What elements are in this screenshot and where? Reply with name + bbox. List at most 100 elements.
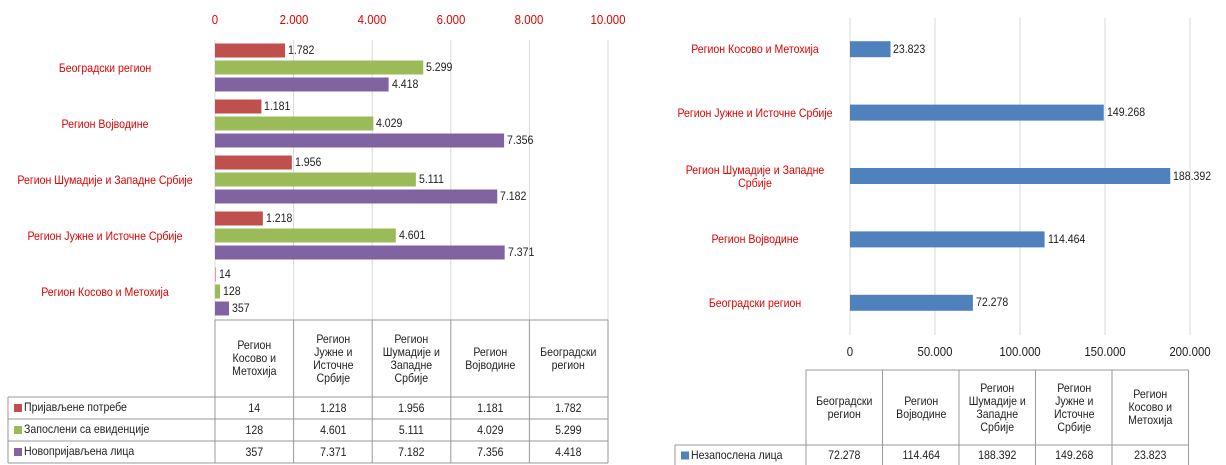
bar [850, 41, 891, 58]
value-label: 72.278 [975, 295, 1009, 310]
value-label: 1.181 [264, 99, 291, 113]
bar [215, 245, 505, 260]
legend-label: Пријављене потребе [24, 400, 127, 414]
table-header: Регион Шумадије и Западне Србије [382, 331, 441, 385]
table-cell: 1.956 [398, 400, 425, 415]
table-cell: 7.371 [319, 444, 347, 459]
value-label: 4.029 [376, 116, 403, 130]
category-label: Регион Шумадије и Западне Србије [17, 172, 193, 187]
bar [850, 231, 1045, 248]
category-label: Регион Војводине [61, 116, 149, 131]
x-tick-label: 50.000 [917, 343, 953, 359]
table-cell: 7.356 [476, 444, 504, 459]
value-label: 188.392 [1173, 168, 1212, 183]
x-tick-label: 6.000 [436, 11, 466, 27]
table-header: Регион Јужне и Источне Србије [1053, 380, 1094, 434]
table-header: Регион Косово и Метохија [232, 338, 277, 378]
bar [215, 155, 292, 170]
x-tick-label: 8.000 [515, 11, 544, 27]
bar [215, 43, 286, 58]
bar [215, 301, 230, 316]
legend-key [14, 448, 22, 456]
x-tick-label: 0 [211, 11, 219, 27]
x-tick-label: 0 [846, 343, 854, 359]
legend-label: Новопријављена лица [24, 444, 135, 458]
table-cell: 1.181 [476, 400, 504, 415]
bar [215, 99, 262, 114]
table-cell: 7.182 [398, 444, 425, 459]
table-cell: 188.392 [978, 448, 1017, 462]
value-label: 4.418 [391, 77, 419, 91]
bar [215, 228, 396, 243]
bar [215, 77, 389, 92]
table-cell: 1.218 [319, 400, 347, 415]
value-label: 1.956 [294, 155, 322, 169]
value-label: 128 [223, 284, 241, 298]
category-label: Регион Војводине [711, 232, 799, 247]
legend-key [14, 404, 22, 412]
x-tick-label: 10.000 [590, 11, 626, 27]
bar [850, 168, 1171, 184]
bar [215, 267, 216, 282]
legend-key [14, 426, 22, 434]
bar [850, 294, 973, 311]
bar [215, 133, 505, 148]
table-cell: 14 [248, 400, 261, 415]
bar [215, 211, 263, 226]
category-label: Београдски регион [708, 295, 802, 310]
table-cell: 4.418 [555, 444, 582, 459]
table-header: Регион Јужне и Источне Србије [312, 331, 354, 385]
bar [215, 60, 424, 75]
table-header: Београдски регион [816, 393, 873, 421]
x-tick-label: 200.000 [1169, 343, 1211, 359]
category-label: Регион Јужне и Источне Србије [27, 228, 183, 243]
value-label: 7.356 [507, 133, 534, 147]
table-header: Београдски регион [540, 344, 597, 372]
table-cell: 357 [245, 444, 264, 459]
x-tick-label: 100.000 [999, 343, 1041, 359]
table-cell: 149.268 [1054, 448, 1093, 462]
table-header: Регион Војводине [895, 393, 946, 421]
table-header: Регион Косово и Метохија [1128, 387, 1173, 427]
bar [850, 104, 1104, 121]
value-label: 4.601 [398, 228, 426, 242]
bar [215, 189, 498, 204]
table-header: Регион Шумадије и Западне Србије [968, 380, 1026, 434]
value-label: 7.371 [507, 245, 535, 259]
category-label: Регион Јужне и Источне Србије [677, 105, 833, 120]
table-cell: 5.299 [555, 422, 582, 437]
category-label: Београдски регион [58, 60, 152, 75]
bar [215, 172, 416, 187]
table-cell: 128 [245, 422, 264, 437]
value-label: 7.182 [500, 189, 527, 203]
table-cell: 1.782 [555, 400, 582, 415]
category-label: Регион Косово и Метохија [691, 42, 819, 57]
x-tick-label: 2.000 [279, 11, 308, 27]
table-cell: 4.029 [476, 422, 504, 437]
table-header: Регион Војводине [465, 344, 516, 372]
value-label: 1.782 [288, 43, 315, 57]
table-cell: 5.111 [399, 422, 424, 437]
value-label: 23.823 [893, 41, 926, 56]
category-label: Регион Шумадије и Западне Србије [685, 162, 825, 190]
value-label: 149.268 [1106, 105, 1145, 120]
legend-label: Запослени са евиденције [24, 422, 150, 436]
value-label: 1.218 [265, 211, 293, 225]
legend-key [681, 451, 689, 460]
value-label: 357 [232, 301, 250, 315]
x-tick-label: 4.000 [357, 11, 387, 27]
table-cell: 72.278 [828, 448, 861, 462]
category-label: Регион Косово и Метохија [41, 284, 169, 299]
table-cell: 4.601 [319, 422, 347, 437]
legend-label: Незапослена лица [691, 447, 783, 462]
value-label: 14 [218, 267, 231, 281]
value-label: 5.111 [418, 172, 444, 186]
table-cell: 114.464 [902, 448, 940, 462]
bar [215, 284, 221, 299]
value-label: 114.464 [1047, 231, 1085, 246]
x-tick-label: 150.000 [1084, 343, 1126, 359]
bar [215, 116, 374, 131]
table-cell: 23.823 [1134, 448, 1167, 462]
